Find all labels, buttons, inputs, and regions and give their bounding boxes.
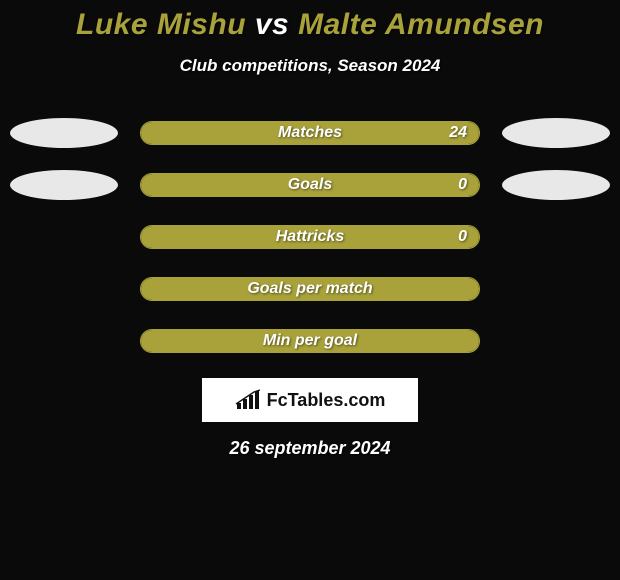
left-ellipse [10, 118, 118, 148]
date-text: 26 september 2024 [0, 438, 620, 459]
player2-name: Malte Amundsen [298, 8, 544, 41]
title-vs: vs [255, 8, 289, 41]
left-ellipse [10, 170, 118, 200]
stat-label: Goals [288, 176, 332, 194]
subtitle: Club competitions, Season 2024 [0, 56, 620, 76]
stat-bar: Min per goal [140, 329, 480, 353]
stat-label: Goals per match [247, 280, 372, 298]
stat-row: Goals 0 [0, 170, 620, 200]
stat-rows: Matches 24 Goals 0 Hattricks 0 Goals per match… [0, 118, 620, 356]
right-ellipse [502, 170, 610, 200]
stat-row: Hattricks 0 [0, 222, 620, 252]
brand-text: FcTables.com [267, 390, 386, 411]
bar-chart-icon [235, 389, 261, 411]
stat-label: Min per goal [263, 332, 357, 350]
stat-row: Goals per match [0, 274, 620, 304]
stat-bar: Hattricks 0 [140, 225, 480, 249]
stat-bar: Matches 24 [140, 121, 480, 145]
player1-name: Luke Mishu [76, 8, 246, 41]
stat-label: Matches [278, 124, 342, 142]
right-ellipse [502, 118, 610, 148]
stat-row: Matches 24 [0, 118, 620, 148]
stat-row: Min per goal [0, 326, 620, 356]
stat-value-right: 24 [449, 124, 467, 142]
stat-bar: Goals per match [140, 277, 480, 301]
stat-value-right: 0 [458, 228, 467, 246]
infographic-container: Luke Mishu vs Malte Amundsen Club compet… [0, 0, 620, 459]
page-title: Luke Mishu vs Malte Amundsen [0, 8, 620, 42]
stat-label: Hattricks [276, 228, 344, 246]
brand-box: FcTables.com [202, 378, 418, 422]
stat-bar: Goals 0 [140, 173, 480, 197]
stat-value-right: 0 [458, 176, 467, 194]
